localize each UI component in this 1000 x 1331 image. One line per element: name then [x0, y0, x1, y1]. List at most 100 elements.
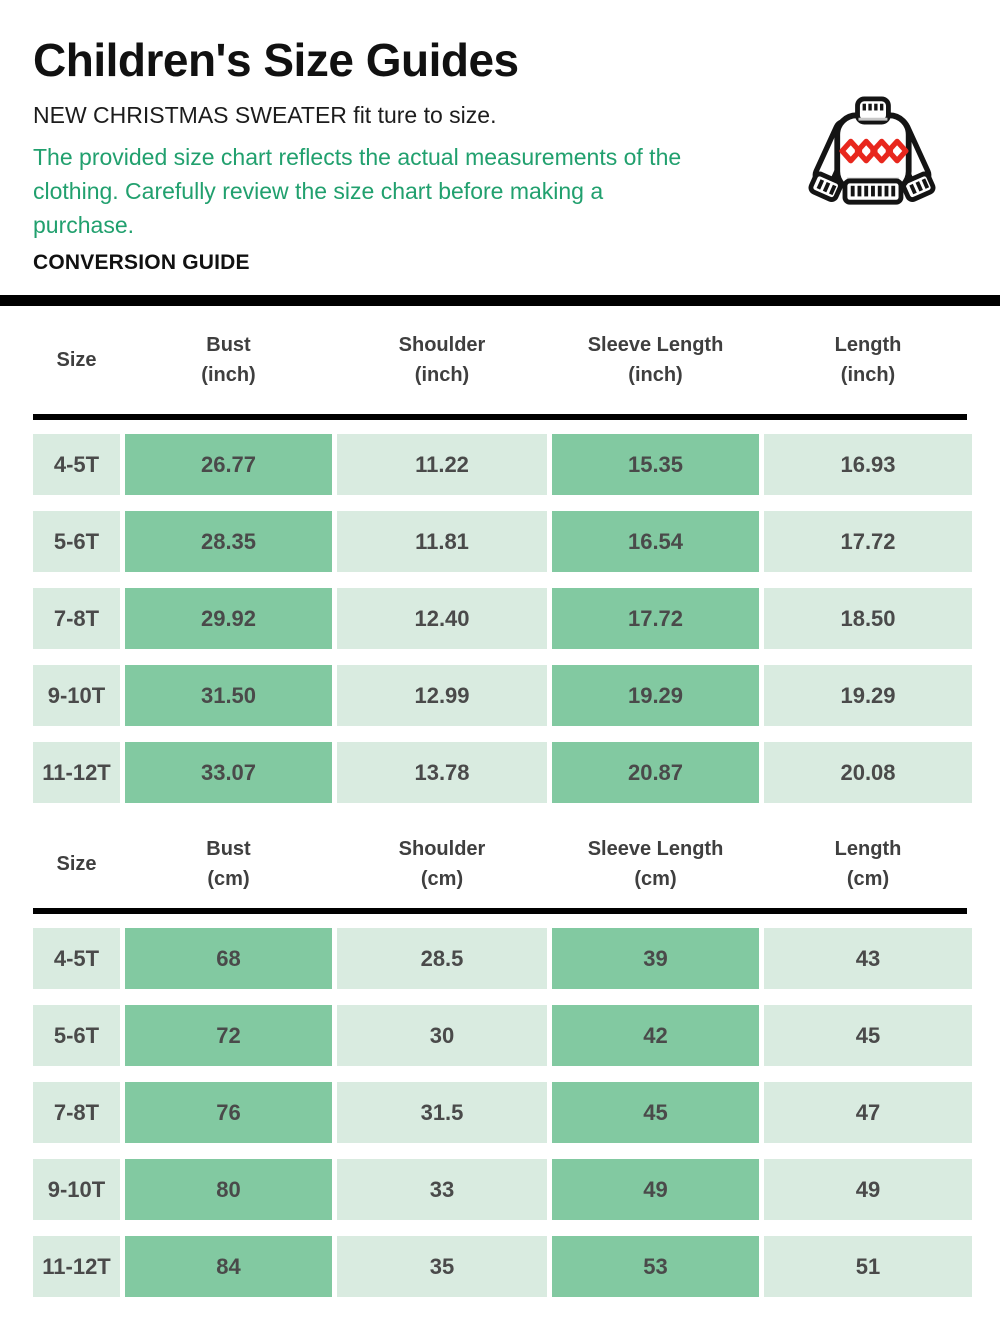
column-header-line2: (cm): [846, 867, 890, 890]
value-cell: 28.35: [125, 511, 332, 572]
column-header: Bust (cm): [125, 834, 332, 894]
column-header-line2: (cm): [420, 867, 464, 890]
table-row: 11-12T 84 35 53 51: [33, 1236, 972, 1297]
value-cell: 45: [764, 1005, 972, 1066]
value-cell: 18.50: [764, 588, 972, 649]
column-header-line2: (inch): [628, 364, 683, 386]
size-label-cell: 11-12T: [33, 1236, 120, 1297]
value-cell: 33: [337, 1159, 547, 1220]
column-header: Sleeve Length (cm): [552, 834, 759, 894]
column-header: Size: [33, 345, 120, 375]
column-header: Shoulder (inch): [337, 330, 547, 390]
conversion-guide-label: CONVERSION GUIDE: [33, 251, 250, 274]
top-divider: [0, 295, 1000, 306]
value-cell: 43: [764, 928, 972, 989]
column-header-line1: Shoulder: [398, 837, 486, 860]
intro-section: Children's Size Guides NEW CHRISTMAS SWE…: [0, 0, 1000, 276]
column-header: Length (inch): [764, 330, 972, 390]
table-body: 4-5T 68 28.5 39 43 5-6T 72 30 42 45 7-8T 76 31.5 45 47…: [33, 928, 972, 1297]
value-cell: 11.22: [337, 434, 547, 495]
value-cell: 51: [764, 1236, 972, 1297]
value-cell: 72: [125, 1005, 332, 1066]
column-header: Size: [33, 849, 120, 879]
column-header: Sleeve Length (inch): [552, 330, 759, 390]
size-label-cell: 9-10T: [33, 1159, 120, 1220]
table-header-row: Size Bust (cm) Shoulder (cm) Sleeve Length (cm…: [33, 819, 967, 908]
column-header: Shoulder (cm): [337, 834, 547, 894]
value-cell: 39: [552, 928, 759, 989]
value-cell: 68: [125, 928, 332, 989]
column-header-line2: (inch): [414, 364, 470, 386]
value-cell: 30: [337, 1005, 547, 1066]
value-cell: 15.35: [552, 434, 759, 495]
table-body: 4-5T 26.77 11.22 15.35 16.93 5-6T 28.35 11.81 16…: [33, 434, 972, 803]
header-rule: [33, 908, 967, 914]
table-row: 4-5T 68 28.5 39 43: [33, 928, 972, 989]
column-header-line1: Length: [834, 334, 902, 356]
value-cell: 49: [764, 1159, 972, 1220]
column-header-line2: (inch): [201, 364, 256, 386]
value-cell: 47: [764, 1082, 972, 1143]
table-row: 7-8T 29.92 12.40 17.72 18.50: [33, 588, 972, 649]
value-cell: 35: [337, 1236, 547, 1297]
value-cell: 19.29: [552, 665, 759, 726]
value-cell: 19.29: [764, 665, 972, 726]
value-cell: 20.08: [764, 742, 972, 803]
value-cell: 13.78: [337, 742, 547, 803]
size-table-cm: Size Bust (cm) Shoulder (cm) Sleeve Length (cm…: [33, 819, 972, 1297]
measurement-note: The provided size chart reflects the act…: [33, 144, 682, 238]
value-cell: 12.99: [337, 665, 547, 726]
size-label-cell: 9-10T: [33, 665, 120, 726]
value-cell: 31.50: [125, 665, 332, 726]
size-label-cell: 5-6T: [33, 511, 120, 572]
size-label-cell: 7-8T: [33, 1082, 120, 1143]
size-table-inch: Size Bust (inch) Shoulder (inch) Sleeve Lengt…: [33, 306, 972, 803]
value-cell: 28.5: [337, 928, 547, 989]
table-header-row: Size Bust (inch) Shoulder (inch) Sleeve Lengt…: [33, 306, 967, 414]
size-label-cell: 4-5T: [33, 928, 120, 989]
page-title: Children's Size Guides: [33, 34, 519, 86]
diamond-pattern: [839, 138, 909, 164]
value-cell: 16.93: [764, 434, 972, 495]
table-row: 7-8T 76 31.5 45 47: [33, 1082, 972, 1143]
column-header-line1: Sleeve Length: [587, 334, 724, 356]
size-label-cell: 7-8T: [33, 588, 120, 649]
column-header: Bust (inch): [125, 330, 332, 390]
column-header: Length (cm): [764, 834, 972, 894]
size-label-cell: 5-6T: [33, 1005, 120, 1066]
value-cell: 80: [125, 1159, 332, 1220]
column-header-line2: (cm): [207, 867, 250, 890]
table-row: 4-5T 26.77 11.22 15.35 16.93: [33, 434, 972, 495]
table-row: 11-12T 33.07 13.78 20.87 20.08: [33, 742, 972, 803]
column-header-line1: Size: [56, 852, 97, 875]
header-rule: [33, 414, 967, 420]
value-cell: 84: [125, 1236, 332, 1297]
christmas-sweater-icon: [808, 96, 936, 208]
column-header-line1: Size: [56, 349, 97, 371]
value-cell: 26.77: [125, 434, 332, 495]
value-cell: 76: [125, 1082, 332, 1143]
value-cell: 49: [552, 1159, 759, 1220]
column-header-line1: Bust: [206, 334, 251, 356]
table-row: 5-6T 28.35 11.81 16.54 17.72: [33, 511, 972, 572]
size-label-cell: 4-5T: [33, 434, 120, 495]
value-cell: 11.81: [337, 511, 547, 572]
value-cell: 17.72: [764, 511, 972, 572]
conversion-tables: Size Bust (inch) Shoulder (inch) Sleeve Lengt…: [0, 306, 1000, 1297]
column-header-line2: (cm): [634, 867, 677, 890]
value-cell: 33.07: [125, 742, 332, 803]
fit-subtitle: NEW CHRISTMAS SWEATER fit ture to size.: [33, 102, 497, 128]
column-header-line1: Sleeve Length: [587, 837, 724, 860]
table-row: 9-10T 31.50 12.99 19.29 19.29: [33, 665, 972, 726]
value-cell: 20.87: [552, 742, 759, 803]
table-row: 5-6T 72 30 42 45: [33, 1005, 972, 1066]
value-cell: 29.92: [125, 588, 332, 649]
column-header-line2: (inch): [840, 364, 896, 386]
value-cell: 42: [552, 1005, 759, 1066]
column-header-line1: Bust: [206, 837, 251, 860]
column-header-line1: Length: [834, 837, 902, 860]
value-cell: 12.40: [337, 588, 547, 649]
value-cell: 53: [552, 1236, 759, 1297]
value-cell: 16.54: [552, 511, 759, 572]
table-row: 9-10T 80 33 49 49: [33, 1159, 972, 1220]
